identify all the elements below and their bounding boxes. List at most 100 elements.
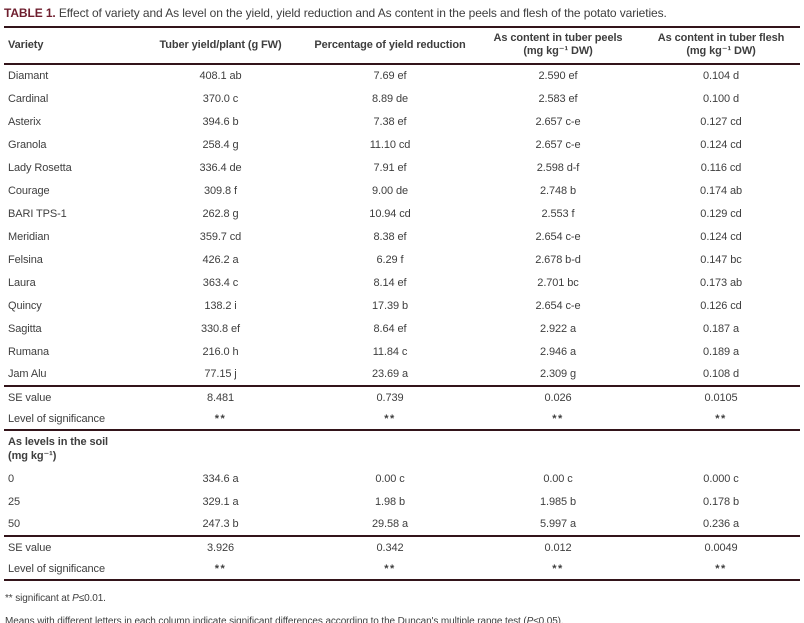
table-cell: 50 [8,518,21,530]
significance-stars: ** [214,412,227,425]
table-cell: ** [306,558,474,580]
soil-level-row: 0 334.6 a 0.00 c 0.00 c 0.000 c [4,467,800,490]
table-cell: 8.481 [206,391,235,404]
table-cell: 0.173 ab [699,276,743,289]
table-cell: 2.654 c-e [535,230,581,243]
table-cell: 0.739 [376,391,404,404]
footnote-duncan: Means with different letters in each col… [5,616,564,623]
table-cell: ** [642,408,800,430]
significance-stars: ** [384,412,396,425]
table-cell: 2.309 g [539,368,576,380]
table-cell: BARI TPS-1 [8,207,67,220]
table-cell: 10.94 cd [369,207,411,220]
table-cell: 329.1 a [202,495,239,508]
table-cell: ** [306,408,474,430]
table-cell: 0.000 c [703,472,739,485]
table-cell: 2.657 c-e [535,115,581,128]
table-cell: 8.64 ef [373,322,407,335]
table-cell: Rumana [8,345,49,358]
table-cell: 2.748 b [539,184,576,197]
table-cell: 0.127 cd [700,115,742,128]
variety-row: Sagitta 330.8 ef 8.64 ef 2.922 a 0.187 a [4,317,800,340]
table-cell: 0.236 a [702,518,739,530]
table-cell: Asterix [8,115,41,128]
table-cell: 6.29 f [376,253,404,266]
table-cell: 29.58 a [371,518,408,530]
table-cell: 2.946 a [539,345,576,358]
table-cell: 426.2 a [202,253,239,266]
soil-section-header: As levels in the soil (mg kg⁻¹) [8,436,108,462]
table-cell: 363.4 c [202,276,239,289]
variety-row: Cardinal 370.0 c 8.89 de 2.583 ef 0.100 d [4,87,800,110]
significance-stars: ** [715,562,727,575]
table-cell: 0.104 d [702,70,739,82]
variety-row: Asterix 394.6 b 7.38 ef 2.657 c-e 0.127 cd [4,110,800,133]
table-cell: 11.84 c [372,345,408,358]
table-cell: 0.147 bc [700,253,742,266]
table-cell: 0 [8,472,15,485]
table-cell: 1.98 b [375,495,405,508]
table-cell: 7.38 ef [373,115,407,128]
table-cell: 0.0105 [704,391,738,404]
variety-row: Rumana 216.0 h 11.84 c 2.946 a 0.189 a [4,340,800,363]
significance-stars: ** [552,412,564,425]
table-cell: 0.026 [544,391,572,404]
table-cell: 0.342 [376,541,404,554]
table-cell: 216.0 h [202,345,239,358]
table-cell: 9.00 de [371,184,408,197]
table-cell: 0.00 c [375,472,405,485]
table-cell: Diamant [8,70,49,82]
table-cell: 3.926 [206,541,235,554]
table-cell: 394.6 b [202,115,239,128]
table-cell: 8.89 de [371,92,408,105]
table-cell: Courage [8,184,50,197]
column-header: As content in tuber flesh (mg kg⁻¹ DW) [657,32,785,57]
table-cell: 2.553 f [541,207,575,220]
table-cell: Quincy [8,299,42,312]
header-row: Variety Tuber yield/plant (g FW) Percentag… [4,27,800,64]
table-cell: 262.8 g [202,207,239,220]
table-cell: 408.1 ab [199,70,242,82]
column-header: Variety [8,38,44,51]
variety-row: Granola 258.4 g 11.10 cd 2.657 c-e 0.124 cd [4,133,800,156]
table-cell: Sagitta [8,322,42,335]
table-cell: 138.2 i [204,299,237,312]
variety-row: Lady Rosetta 336.4 de 7.91 ef 2.598 d-f 0.11… [4,156,800,179]
table-cell: Felsina [8,253,43,266]
variety-row: Laura 363.4 c 8.14 ef 2.701 bc 0.173 ab [4,271,800,294]
table-cell: 2.590 ef [538,70,578,82]
table-cell: 2.922 a [539,322,576,335]
table-cell: 5.997 a [539,518,576,530]
table-cell: 2.583 ef [538,92,578,105]
table-cell: 309.8 f [204,184,237,197]
table-cell: 0.124 cd [700,230,742,243]
table-cell: 247.3 b [202,518,239,530]
variety-row: BARI TPS-1 262.8 g 10.94 cd 2.553 f 0.129 cd [4,202,800,225]
table-cell: 334.6 a [202,472,239,485]
table-cell: 258.4 g [202,138,239,151]
table-cell: 0.0049 [704,541,738,554]
table-cell: 8.14 ef [373,276,407,289]
soil-stat-row: Level of significance ** ** ** ** [4,558,800,580]
soil-section-header-row: As levels in the soil (mg kg⁻¹) [4,430,800,467]
table-cell: 359.7 cd [199,230,242,243]
table-cell: 0.187 a [702,322,739,335]
table-cell: 0.116 cd [700,161,742,174]
significance-stars: ** [715,412,727,425]
table-cell: ** [135,558,306,580]
column-header: As content in tuber peels (mg kg⁻¹ DW) [493,32,623,57]
soil-level-row: 50 247.3 b 29.58 a 5.997 a 0.236 a [4,513,800,536]
table-cell: 17.39 b [371,299,408,312]
variety-stat-row: Level of significance ** ** ** ** [4,408,800,430]
table-cell: 0.178 b [702,495,739,508]
table-cell: 1.985 b [539,495,576,508]
table-cell: 0.124 cd [700,138,742,151]
table-cell: 330.8 ef [201,322,240,335]
table-cell: 11.10 cd [369,138,411,151]
table-cell: Jam Alu [8,368,47,380]
table-cell: 7.69 ef [373,70,407,82]
table-cell: 23.69 a [371,368,408,380]
table-cell: ** [474,558,642,580]
table-cell: 0.126 cd [700,299,742,312]
variety-row: Jam Alu 77.15 j 23.69 a 2.309 g 0.108 d [4,363,800,386]
